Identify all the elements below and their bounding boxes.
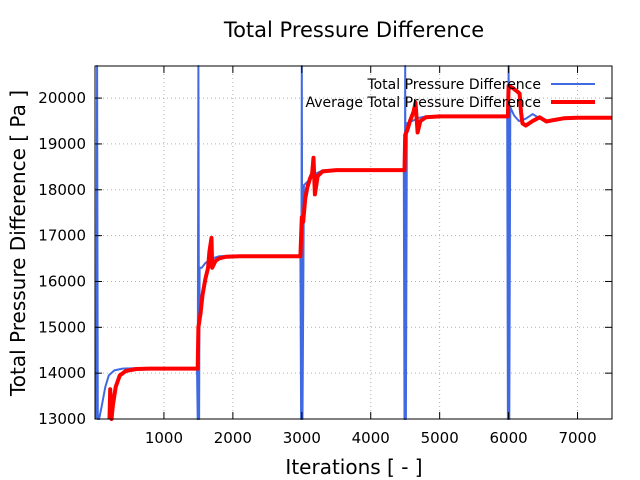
x-tick-label: 6000 — [490, 429, 528, 447]
chart-title: Total Pressure Difference — [223, 18, 484, 42]
y-tick-label: 16000 — [38, 272, 86, 290]
series-layer — [95, 65, 612, 421]
legend-label-total-pressure-difference: Total Pressure Difference — [366, 77, 541, 93]
plot-frame — [94, 65, 613, 420]
x-axis-label: Iterations [ - ] — [285, 455, 422, 479]
y-tick-label: 15000 — [38, 318, 86, 336]
y-tick-label: 17000 — [38, 227, 86, 245]
y-tick-label: 18000 — [38, 181, 86, 199]
y-axis-label: Total Pressure Difference [ Pa ] — [6, 90, 30, 397]
legend: Total Pressure Difference Average Total … — [306, 77, 595, 111]
y-tick-label: 13000 — [38, 410, 86, 428]
x-tick-label: 3000 — [283, 429, 321, 447]
y-tick-labels: 13000 14000 15000 16000 17000 18000 19000 20000 — [38, 89, 86, 428]
y-tick-label: 14000 — [38, 364, 86, 382]
x-tick-label: 2000 — [214, 429, 252, 447]
x-tick-label: 1000 — [145, 429, 183, 447]
series-line-average-total-pressure-difference — [107, 83, 612, 421]
x-tick-labels: 1000 2000 3000 4000 5000 6000 7000 — [145, 429, 597, 447]
x-tick-label: 7000 — [558, 429, 596, 447]
ticks — [95, 66, 612, 420]
x-tick-label: 4000 — [352, 429, 390, 447]
legend-label-average-total-pressure-difference: Average Total Pressure Difference — [306, 95, 542, 111]
y-tick-label: 20000 — [38, 89, 86, 107]
x-tick-label: 5000 — [421, 429, 459, 447]
y-tick-label: 19000 — [38, 135, 86, 153]
